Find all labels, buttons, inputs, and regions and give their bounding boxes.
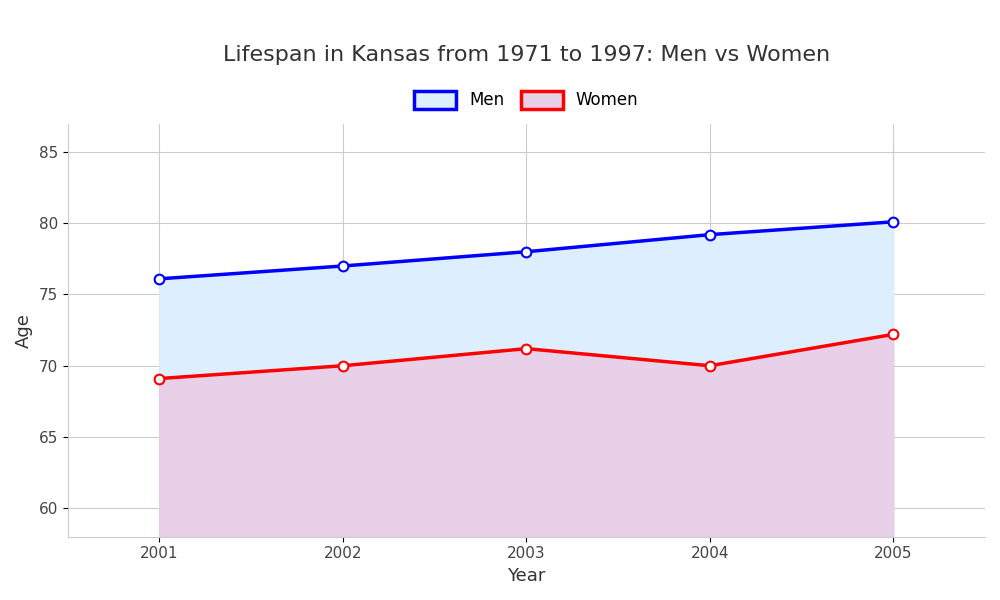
Women <box>153 375 165 382</box>
Line: Men: Men <box>155 217 898 284</box>
Legend: Men, Women: Men, Women <box>406 82 647 118</box>
Women <box>704 362 716 370</box>
Men <box>704 231 716 238</box>
Women <box>520 345 532 352</box>
Y-axis label: Age: Age <box>15 313 33 347</box>
Men <box>337 262 349 269</box>
Men <box>887 218 899 226</box>
Men <box>520 248 532 256</box>
X-axis label: Year: Year <box>507 567 546 585</box>
Title: Lifespan in Kansas from 1971 to 1997: Men vs Women: Lifespan in Kansas from 1971 to 1997: Me… <box>223 45 830 65</box>
Women <box>337 362 349 370</box>
Men <box>153 275 165 283</box>
Line: Women: Women <box>155 329 898 383</box>
Women <box>887 331 899 338</box>
